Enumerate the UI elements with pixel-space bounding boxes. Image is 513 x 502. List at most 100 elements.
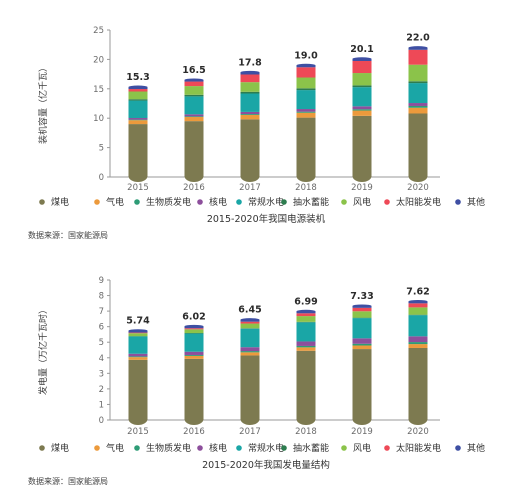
bar-segment-太阳能发电 <box>296 313 316 317</box>
legend-label: 其他 <box>467 442 485 454</box>
bar-segment-太阳能发电 <box>352 307 372 312</box>
bar-segment-核电 <box>352 338 372 344</box>
bar-top-cap <box>184 324 204 328</box>
bar-segment-常规水电 <box>296 322 316 342</box>
bar-segment-气电 <box>128 120 148 125</box>
legend: 煤电 气电 生物质发电 核电 常规水电 抽水蓄能 风电 太阳能发电 其他 <box>39 442 485 454</box>
legend-marker <box>236 445 242 451</box>
legend-label: 煤电 <box>51 442 69 454</box>
x-tick-label: 2018 <box>295 183 317 193</box>
bar-segment-常规水电 <box>352 87 372 107</box>
stacked-bar <box>296 63 316 182</box>
stacked-bar <box>296 309 316 425</box>
bar-total-label: 17.8 <box>238 57 262 68</box>
bar-segment-抽水蓄能 <box>296 88 316 91</box>
bar-total-label: 19.0 <box>294 50 318 61</box>
bar-segment-生物质发电 <box>408 342 428 345</box>
bar-segment-生物质发电 <box>128 356 148 358</box>
chart-caption: 2015-2020年我国发电量结构 <box>202 459 330 471</box>
x-tick-label: 2019 <box>351 427 373 437</box>
stacked-bar <box>352 304 372 425</box>
x-tick-label: 2016 <box>183 427 205 437</box>
bar-segment-生物质发电 <box>352 109 372 111</box>
legend-marker <box>94 199 100 205</box>
bar-segment-太阳能发电 <box>128 332 148 334</box>
bar-segment-气电 <box>184 355 204 359</box>
bar-segment-气电 <box>408 344 428 348</box>
bar-segment-常规水电 <box>128 100 148 119</box>
y-tick-label: 25 <box>93 26 104 36</box>
bar-segment-风电 <box>296 77 316 89</box>
legend-marker <box>94 445 100 451</box>
bar-segment-煤电 <box>296 350 316 420</box>
bar-segment-生物质发电 <box>184 354 204 356</box>
bar-top-cap <box>408 46 428 50</box>
legend-marker <box>134 199 140 205</box>
bar-segment-气电 <box>296 347 316 351</box>
y-tick-label: 1 <box>99 400 104 410</box>
stacked-bar <box>352 57 372 182</box>
bar-segment-风电 <box>184 329 204 334</box>
bar-segment-核电 <box>408 336 428 343</box>
legend-label: 生物质发电 <box>146 196 191 208</box>
y-axis-title: 装机容量（亿千瓦） <box>37 63 49 144</box>
bar-segment-太阳能发电 <box>240 321 260 324</box>
bar-segment-抽水蓄能 <box>240 91 260 94</box>
bar-segment-煤电 <box>408 347 428 420</box>
bar-segment-生物质发电 <box>240 351 260 353</box>
x-tick-label: 2020 <box>407 427 429 437</box>
bar-segment-太阳能发电 <box>352 60 372 74</box>
bar-segment-常规水电 <box>408 315 428 337</box>
legend-label: 抽水蓄能 <box>293 196 329 208</box>
bar-segment-煤电 <box>352 115 372 177</box>
bar-segment-太阳能发电 <box>184 328 204 330</box>
legend: 煤电 气电 生物质发电 核电 常规水电 抽水蓄能 风电 太阳能发电 其他 <box>39 196 485 208</box>
bar-segment-煤电 <box>240 355 260 420</box>
bar-top-cap <box>240 318 260 322</box>
chart-1: 0 5 10 15 20 25 装机容量（亿千瓦） 15.3 2015 16.5 2016 17.8 2… <box>28 26 485 240</box>
x-tick-label: 2017 <box>239 427 261 437</box>
bar-top-cap <box>352 57 372 61</box>
x-tick-label: 2019 <box>351 183 373 193</box>
legend-marker <box>455 199 461 205</box>
bar-segment-气电 <box>408 107 428 114</box>
chart-caption: 2015-2020年我国电源装机 <box>207 213 326 225</box>
bar-segment-风电 <box>184 86 204 95</box>
y-tick-label: 5 <box>99 144 104 154</box>
legend-label: 常规水电 <box>248 196 284 208</box>
bar-segment-常规水电 <box>296 90 316 110</box>
bar-total-label: 16.5 <box>182 65 205 76</box>
legend-label: 风电 <box>353 442 371 454</box>
bar-segment-抽水蓄能 <box>352 85 372 88</box>
bar-top-cap <box>408 299 428 303</box>
legend-marker <box>197 199 203 205</box>
bar-top-cap <box>128 329 148 333</box>
bar-segment-常规水电 <box>184 96 204 115</box>
legend-label: 常规水电 <box>248 442 284 454</box>
bar-segment-煤电 <box>184 358 204 420</box>
bar-segment-太阳能发电 <box>408 49 428 65</box>
bar-segment-核电 <box>296 109 316 112</box>
stacked-bar <box>408 299 428 425</box>
legend-marker <box>236 199 242 205</box>
bar-segment-风电 <box>352 311 372 318</box>
legend-label: 风电 <box>353 196 371 208</box>
bar-segment-核电 <box>296 341 316 346</box>
bar-segment-风电 <box>352 73 372 86</box>
stacked-bar <box>184 324 204 425</box>
y-tick-label: 0 <box>99 416 104 426</box>
y-tick-label: 6 <box>99 323 104 333</box>
bar-segment-煤电 <box>296 117 316 177</box>
legend-marker <box>341 445 347 451</box>
bar-total-label: 5.74 <box>126 316 150 327</box>
legend-label: 气电 <box>106 442 124 454</box>
legend-marker <box>455 445 461 451</box>
bar-top-cap <box>352 304 372 308</box>
legend-marker <box>134 445 140 451</box>
bar-segment-抽水蓄能 <box>128 99 148 101</box>
bar-segment-核电 <box>240 347 260 352</box>
bar-top-cap <box>184 78 204 82</box>
bar-total-label: 6.99 <box>294 296 317 307</box>
legend-marker <box>197 445 203 451</box>
